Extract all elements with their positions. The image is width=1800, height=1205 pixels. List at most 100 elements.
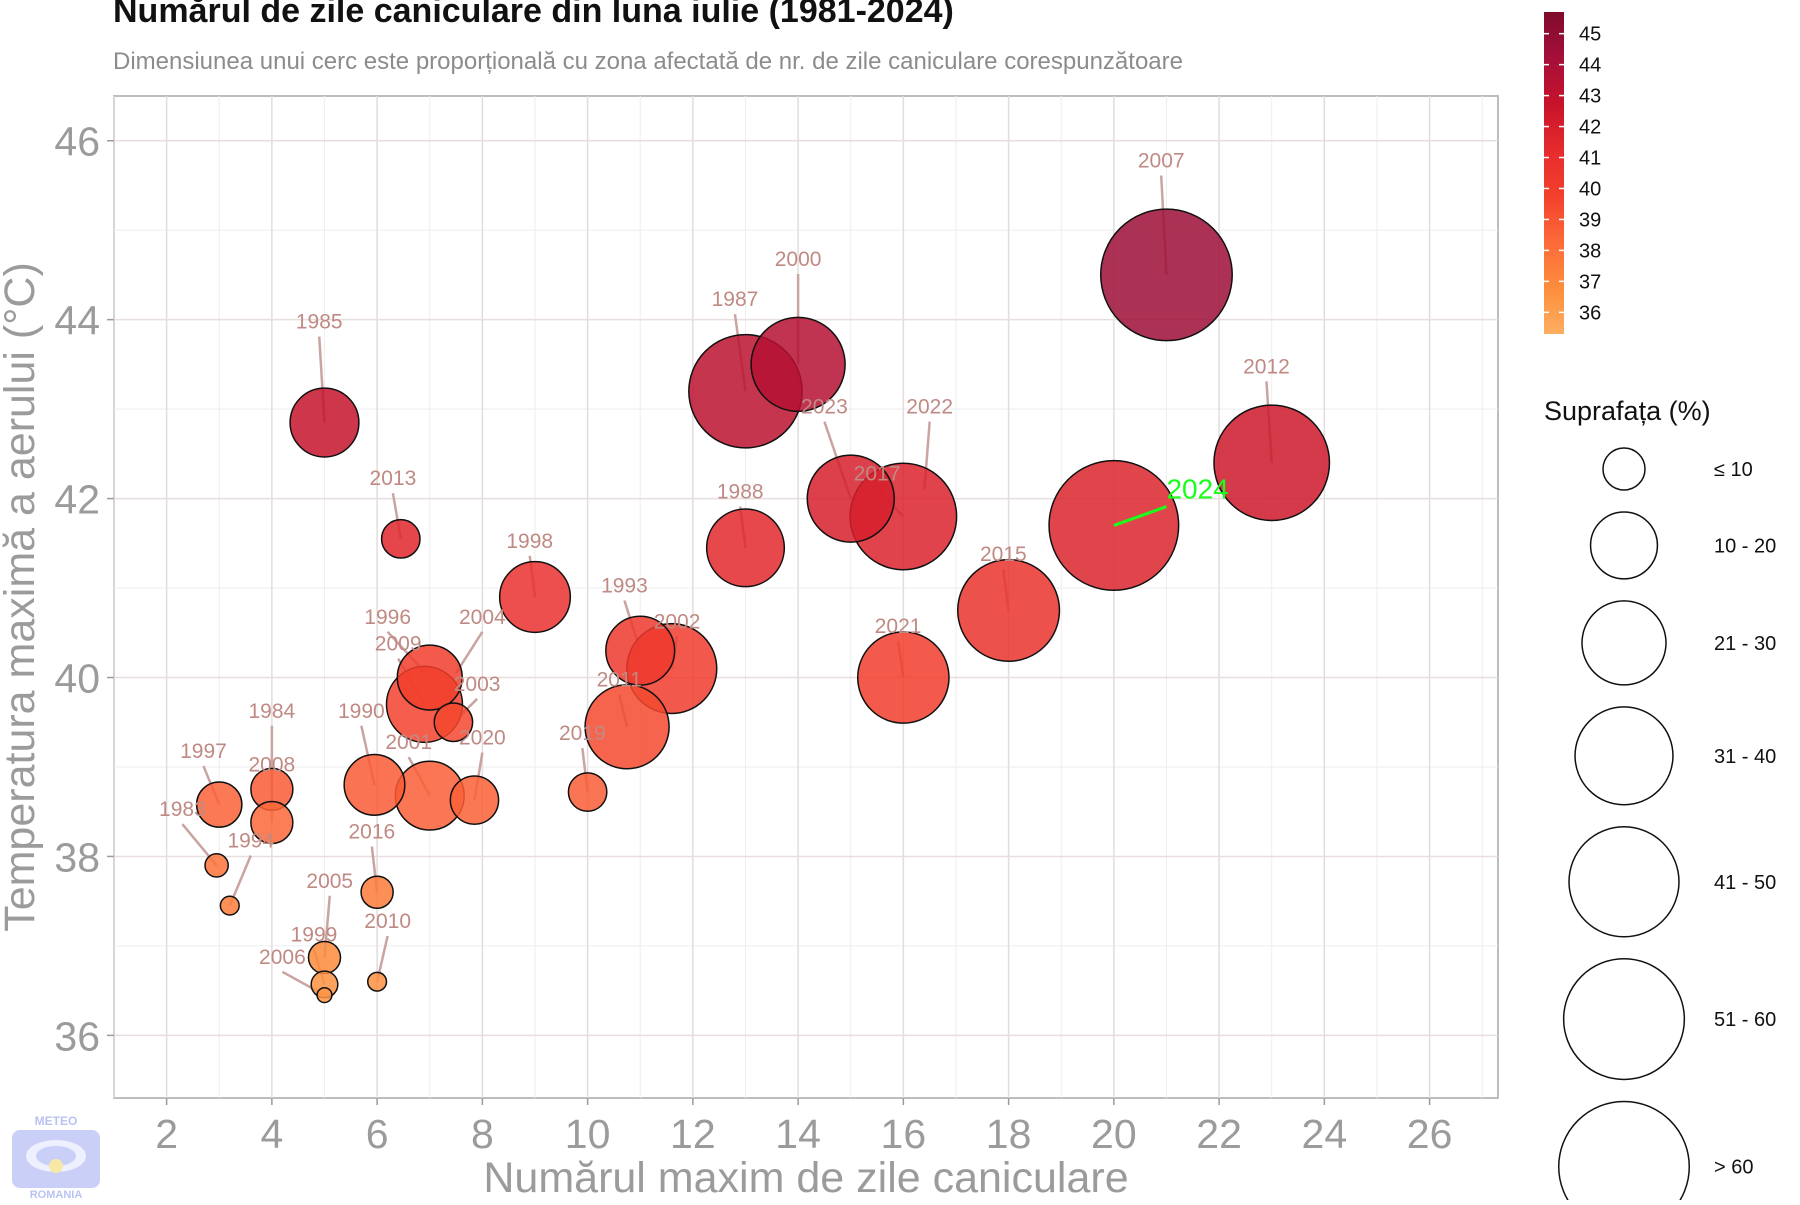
color-legend-label: 36 (1579, 302, 1601, 324)
color-legend-label: 43 (1579, 86, 1601, 108)
color-legend-label: 44 (1579, 55, 1601, 77)
bubble-2008 (250, 800, 294, 845)
x-tick-label: 10 (565, 1111, 611, 1157)
y-tick-label: 46 (54, 119, 100, 165)
svg-text:METEO: METEO (35, 1114, 78, 1128)
minor-gridlines (113, 96, 1498, 1098)
point-label-2003: 2003 (454, 673, 501, 696)
x-tick-label: 22 (1196, 1111, 1242, 1157)
point-label-2015: 2015 (980, 543, 1027, 566)
y-axis-ticks: 36 38 40 42 44 46 (54, 119, 114, 1059)
point-label-2006: 2006 (259, 946, 306, 969)
point-label-2022: 2022 (906, 396, 953, 419)
size-legend-circle (1562, 957, 1686, 1081)
bubble-2010 (366, 971, 388, 992)
size-legend-label: 31 - 40 (1714, 746, 1776, 768)
bubble-1990 (343, 753, 406, 816)
x-tick-label: 26 (1407, 1111, 1453, 1157)
color-legend-label: 41 (1579, 148, 1601, 170)
point-label-1997: 1997 (180, 740, 227, 763)
point-label-2011: 2011 (597, 668, 642, 691)
point-label-1988: 1988 (717, 481, 764, 504)
bubble-2006 (316, 986, 333, 1004)
bubble-2012 (1213, 404, 1331, 522)
y-tick-label: 40 (54, 656, 100, 702)
color-legend-label: 42 (1579, 117, 1601, 139)
x-tick-label: 6 (366, 1111, 389, 1157)
point-label-2009: 2009 (375, 633, 422, 656)
point-label-1993: 1993 (601, 575, 648, 598)
y-axis-title: Temperatura maximă a aerului (°C) (0, 262, 44, 932)
y-tick-label: 42 (54, 477, 100, 523)
x-tick-label: 16 (881, 1111, 927, 1157)
bubble-2023 (806, 454, 895, 543)
point-label-2008: 2008 (249, 753, 296, 776)
point-label-2023: 2023 (801, 396, 848, 419)
bubble-2019 (567, 772, 608, 812)
point-label-2020: 2020 (459, 727, 506, 750)
bubble-2003 (433, 702, 474, 743)
x-tick-label: 18 (986, 1111, 1032, 1157)
bubble-1985 (289, 387, 360, 458)
plot-panel (113, 95, 1499, 1099)
point-label-2016: 2016 (348, 821, 395, 844)
x-tick-label: 8 (471, 1111, 494, 1157)
color-legend: 45 44 43 42 41 40 39 38 37 36 (1544, 12, 1601, 334)
leader-line-2024 (1113, 505, 1167, 527)
point-label-2010: 2010 (364, 910, 411, 933)
bubble-2000 (750, 316, 846, 413)
colorbar (1544, 12, 1564, 334)
size-legend-circle (1574, 706, 1674, 806)
point-label-1996: 1996 (364, 606, 411, 629)
x-tick-label: 14 (775, 1111, 821, 1157)
point-label-2021: 2021 (875, 615, 922, 638)
bubble-1997 (195, 781, 243, 828)
bubble-1988 (705, 508, 786, 588)
y-tick-label: 38 (54, 834, 100, 880)
color-legend-label: 45 (1579, 24, 1601, 46)
point-label-2019: 2019 (559, 722, 606, 745)
size-legend-label: 10 - 20 (1714, 535, 1776, 557)
point-label-1987: 1987 (712, 288, 759, 311)
size-legend-title: Suprafața (%) (1544, 396, 1711, 426)
color-legend-label: 38 (1579, 240, 1601, 262)
size-legend: Suprafața (%) ≤ 10 10 - 20 21 - 30 31 - 40 4… (1544, 396, 1776, 1200)
color-legend-label: 39 (1579, 209, 1601, 231)
x-axis-ticks: 2 4 6 8 10 12 14 16 18 20 22 24 26 (155, 1098, 1452, 1157)
point-label-1999: 1999 (291, 923, 338, 946)
point-label-1990: 1990 (338, 700, 385, 723)
bubble-2011 (584, 683, 670, 770)
point-label-2005: 2005 (306, 870, 353, 893)
point-label-1994: 1994 (227, 830, 274, 853)
bubbles (195, 208, 1331, 1004)
size-legend-label: 21 - 30 (1714, 633, 1776, 655)
y-tick-label: 36 (54, 1013, 100, 1059)
bubble-2013 (380, 518, 421, 559)
size-legend-label: ≤ 10 (1714, 459, 1753, 481)
size-legend-label: 41 - 50 (1714, 872, 1776, 894)
bubble-1994 (219, 895, 240, 916)
size-legend-circle (1568, 826, 1680, 938)
x-axis-title: Numărul maxim de zile caniculare (483, 1154, 1128, 1200)
x-tick-label: 4 (260, 1111, 283, 1157)
point-label-2013: 2013 (370, 467, 417, 490)
point-label-2004: 2004 (459, 606, 506, 629)
label-leader-lines-top (1113, 505, 1167, 527)
point-label-2007: 2007 (1138, 150, 1185, 173)
size-legend-circle (1557, 1100, 1691, 1200)
bubble-1996 (396, 644, 463, 711)
bubble-2020 (449, 775, 500, 825)
color-legend-label: 40 (1579, 178, 1601, 200)
point-label-2017: 2017 (854, 463, 901, 486)
x-tick-label: 2 (155, 1111, 178, 1157)
point-label-1998: 1998 (506, 530, 553, 553)
size-legend-label: > 60 (1714, 1157, 1753, 1179)
x-tick-label: 12 (670, 1111, 716, 1157)
chart-title: Numărul de zile caniculare din luna iuli… (113, 0, 954, 30)
size-legend-circle (1602, 447, 1646, 491)
chart-subtitle: Dimensiunea unui cerc este proporțională… (113, 48, 1183, 75)
bubble-2016 (360, 875, 394, 909)
color-legend-label: 37 (1579, 271, 1601, 293)
point-label-1985: 1985 (296, 311, 343, 334)
